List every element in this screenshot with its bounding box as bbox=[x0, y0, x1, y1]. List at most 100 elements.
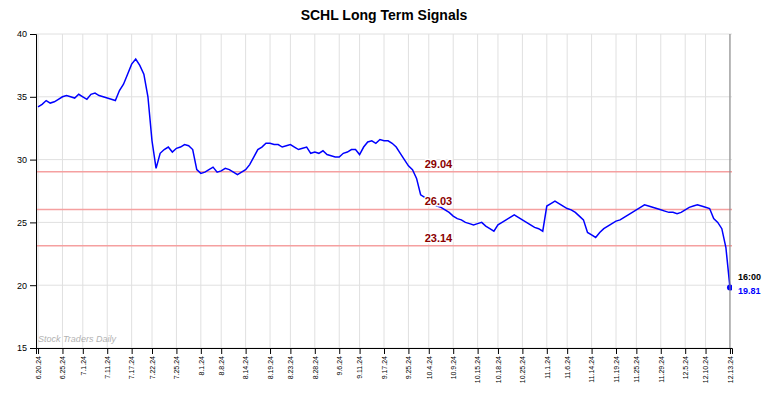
x-tick-mark bbox=[547, 348, 548, 354]
x-tick-mark bbox=[685, 348, 686, 354]
x-tick-mark bbox=[83, 348, 84, 354]
grid-line-x bbox=[82, 34, 83, 348]
x-tick: 10.25.24 bbox=[519, 348, 526, 383]
grid-line-x bbox=[339, 34, 340, 348]
x-tick-mark bbox=[290, 348, 291, 354]
grid-line-x bbox=[408, 34, 409, 348]
x-tick-mark bbox=[107, 348, 108, 354]
y-tick: 40 bbox=[17, 29, 36, 39]
x-tick-label: 12.5.24 bbox=[682, 356, 689, 379]
grid-line-x bbox=[107, 34, 108, 348]
grid-line-x bbox=[384, 34, 385, 348]
x-tick-mark bbox=[315, 348, 316, 354]
x-tick-label: 9.6.24 bbox=[336, 356, 343, 376]
x-tick-label: 8.23.24 bbox=[287, 356, 294, 379]
x-tick-mark bbox=[38, 348, 39, 354]
x-tick-label: 6.20.24 bbox=[35, 356, 42, 379]
x-tick-label: 8.19.24 bbox=[267, 356, 274, 379]
x-tick-mark bbox=[221, 348, 222, 354]
y-tick-mark bbox=[30, 222, 36, 223]
x-tick-mark bbox=[408, 348, 409, 354]
x-tick: 6.25.24 bbox=[59, 348, 66, 379]
x-tick-label: 11.29.24 bbox=[658, 356, 665, 383]
x-tick-label: 11.19.24 bbox=[613, 356, 620, 383]
grid-line-x bbox=[729, 34, 730, 348]
x-tick: 8.23.24 bbox=[287, 348, 294, 379]
x-tick-label: 8.8.24 bbox=[218, 356, 225, 376]
x-tick: 12.13.24 bbox=[727, 348, 734, 383]
plot: 1520253035406.20.246.25.247.1.247.11.247… bbox=[17, 29, 761, 383]
last-point-rule bbox=[729, 34, 730, 348]
x-tick-mark bbox=[62, 348, 63, 354]
last-value-label: 19.81 bbox=[738, 286, 761, 296]
x-tick: 10.18.24 bbox=[495, 348, 502, 383]
y-tick-mark bbox=[30, 97, 36, 98]
reference-label: 29.04 bbox=[425, 158, 453, 170]
grid-line-x bbox=[245, 34, 246, 348]
x-tick: 9.25.24 bbox=[405, 348, 412, 379]
x-tick-label: 10.15.24 bbox=[474, 356, 481, 383]
grid-line-x bbox=[705, 34, 706, 348]
y-tick-label: 20 bbox=[17, 281, 27, 291]
grid-line-x bbox=[62, 34, 63, 348]
x-tick-label: 11.25.24 bbox=[633, 356, 640, 383]
grid-line-x bbox=[636, 34, 637, 348]
x-axis-line bbox=[37, 349, 733, 355]
x-tick-mark bbox=[339, 348, 340, 354]
x-tick-mark bbox=[636, 348, 637, 354]
x-tick-mark bbox=[360, 348, 361, 354]
grid-line-x bbox=[290, 34, 291, 348]
grid-line-x bbox=[176, 34, 177, 348]
x-tick-label: 8.14.24 bbox=[242, 356, 249, 379]
x-tick-mark bbox=[498, 348, 499, 354]
x-tick-mark bbox=[152, 348, 153, 354]
x-tick-label: 8.1.24 bbox=[198, 356, 205, 376]
y-tick-label: 30 bbox=[17, 155, 27, 165]
y-tick: 30 bbox=[17, 155, 36, 165]
x-tick-mark bbox=[132, 348, 133, 354]
x-tick: 7.22.24 bbox=[149, 348, 156, 379]
x-axis: 6.20.246.25.247.1.247.11.247.17.247.22.2… bbox=[35, 348, 734, 383]
x-tick: 7.17.24 bbox=[128, 348, 135, 379]
grid-line-x bbox=[221, 34, 222, 348]
x-tick-mark bbox=[201, 348, 202, 354]
reference-line bbox=[36, 171, 732, 173]
x-tick: 11.25.24 bbox=[633, 348, 640, 383]
grid-line-x bbox=[567, 34, 568, 348]
x-tick: 10.4.24 bbox=[426, 348, 433, 379]
x-tick-label: 11.14.24 bbox=[588, 356, 595, 383]
x-tick-label: 10.4.24 bbox=[426, 356, 433, 379]
y-tick-mark bbox=[30, 285, 36, 286]
x-tick-label: 10.18.24 bbox=[495, 356, 502, 383]
grid-line-x bbox=[591, 34, 592, 348]
grid-line-x bbox=[477, 34, 478, 348]
y-tick-label: 35 bbox=[17, 92, 27, 102]
x-tick-mark bbox=[453, 348, 454, 354]
grid-line-x bbox=[685, 34, 686, 348]
x-tick: 8.28.24 bbox=[312, 348, 319, 379]
x-tick: 9.17.24 bbox=[381, 348, 388, 379]
x-tick-label: 7.25.24 bbox=[173, 356, 180, 379]
y-tick-mark bbox=[30, 160, 36, 161]
y-axis: 152025303540 bbox=[17, 29, 37, 353]
grid-line-x bbox=[497, 34, 498, 348]
grid-line-x bbox=[131, 34, 132, 348]
x-tick-mark bbox=[176, 348, 177, 354]
y-tick-mark bbox=[30, 348, 36, 349]
x-tick: 6.20.24 bbox=[35, 348, 42, 379]
reference-label: 23.14 bbox=[425, 232, 453, 244]
grid-line-x bbox=[522, 34, 523, 348]
x-tick-mark bbox=[730, 348, 731, 354]
x-tick-mark bbox=[246, 348, 247, 354]
x-tick-label: 7.1.24 bbox=[80, 356, 87, 376]
grid-line-x bbox=[453, 34, 454, 348]
y-axis-line bbox=[30, 35, 37, 349]
grid-line-x bbox=[152, 34, 153, 348]
x-tick: 11.29.24 bbox=[658, 348, 665, 383]
x-tick-mark bbox=[661, 348, 662, 354]
y-tick: 25 bbox=[17, 218, 36, 228]
grid-line-x bbox=[428, 34, 429, 348]
grid-line-x bbox=[660, 34, 661, 348]
x-tick: 8.8.24 bbox=[218, 348, 225, 375]
x-tick-mark bbox=[384, 348, 385, 354]
